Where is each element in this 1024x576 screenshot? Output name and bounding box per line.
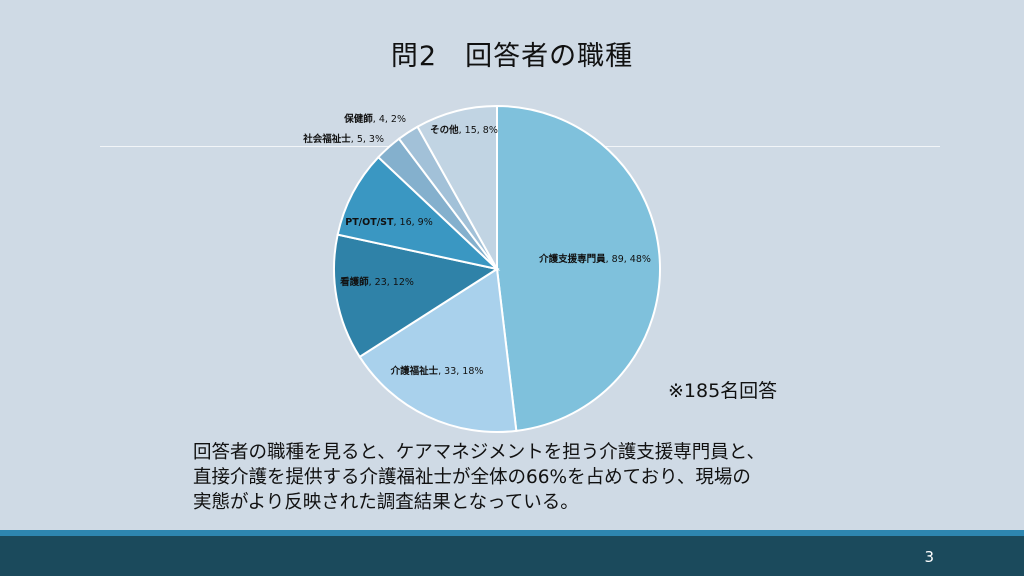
footer-bar [0, 536, 1024, 576]
summary-text: 回答者の職種を見ると、ケアマネジメントを担う介護支援専門員と、 直接介護を提供す… [193, 440, 873, 515]
summary-line-2: 直接介護を提供する介護福祉士が全体の66%を占めており、現場の [193, 467, 751, 488]
footer-accent-line [0, 530, 1024, 536]
pie-slice-4 [336, 155, 501, 271]
pie-slices [333, 104, 661, 433]
summary-line-1: 回答者の職種を見ると、ケアマネジメントを担う介護支援専門員と、 [193, 442, 766, 463]
pie-label-2: 介護福祉士, 33, 18% [390, 365, 484, 377]
pie-label-3: 看護師, 23, 12% [340, 276, 414, 288]
pie-labels: 介護支援専門員, 89, 48% 介護福祉士, 33, 18% 看護師, 23, 1… [302, 113, 651, 377]
summary-line-3: 実態がより反映された調査結果となっている。 [193, 492, 579, 513]
response-count-note: ※185名回答 [668, 380, 778, 402]
pie-label-5: 社会福祉士, 5, 3% [302, 133, 384, 145]
slide-title: 問2 回答者の職種 [390, 41, 634, 72]
pie-slice-7 [416, 104, 498, 273]
pie-label-4: PT/OT/ST, 16, 9% [345, 217, 433, 228]
page-number: 3 [924, 548, 934, 566]
pie-slice-3 [333, 233, 500, 359]
pie-slice-1 [496, 104, 661, 432]
pie-label-1: 介護支援専門員, 89, 48% [538, 253, 651, 265]
pie-label-7: その他, 15, 8% [430, 124, 498, 136]
pie-label-6: 保健師, 4, 2% [343, 113, 406, 125]
pie-slice-2 [358, 267, 518, 433]
